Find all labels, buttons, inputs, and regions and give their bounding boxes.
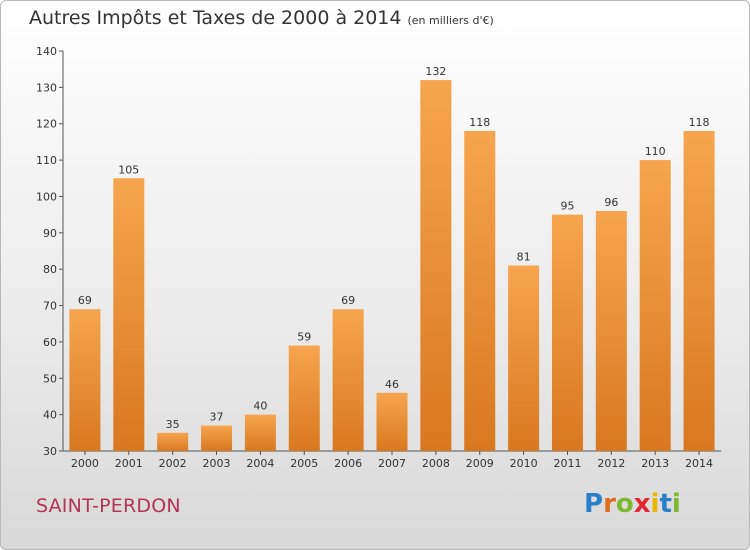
bar bbox=[639, 160, 671, 451]
data-label: 59 bbox=[297, 331, 311, 344]
logo-letter: o bbox=[615, 489, 634, 519]
y-tick-label: 90 bbox=[43, 227, 57, 240]
y-tick-label: 80 bbox=[43, 263, 57, 276]
data-label: 96 bbox=[604, 196, 618, 209]
bar bbox=[332, 309, 364, 451]
bar bbox=[595, 211, 627, 451]
data-label: 69 bbox=[341, 294, 355, 307]
x-tick-label: 2014 bbox=[685, 457, 713, 470]
bar bbox=[376, 392, 408, 451]
logo-letter: x bbox=[633, 489, 651, 519]
logo-letter: i bbox=[650, 489, 660, 519]
x-tick-label: 2012 bbox=[597, 457, 625, 470]
bar bbox=[683, 131, 715, 451]
x-tick-label: 2013 bbox=[641, 457, 669, 470]
x-tick-label: 2001 bbox=[115, 457, 143, 470]
bar bbox=[508, 265, 540, 451]
bar bbox=[113, 178, 145, 452]
data-label: 118 bbox=[689, 116, 710, 129]
y-tick-label: 100 bbox=[36, 190, 57, 203]
y-tick-label: 130 bbox=[36, 81, 57, 94]
bar bbox=[69, 309, 101, 451]
data-label: 35 bbox=[166, 418, 180, 431]
y-tick-label: 120 bbox=[36, 118, 57, 131]
data-label: 46 bbox=[385, 378, 399, 391]
x-tick-label: 2005 bbox=[290, 457, 318, 470]
x-tick-label: 2004 bbox=[246, 457, 274, 470]
x-tick-label: 2003 bbox=[203, 457, 231, 470]
y-tick-label: 60 bbox=[43, 336, 57, 349]
x-tick-label: 2010 bbox=[510, 457, 538, 470]
x-tick-label: 2000 bbox=[71, 457, 99, 470]
data-label: 95 bbox=[560, 200, 574, 213]
data-label: 69 bbox=[78, 294, 92, 307]
x-tick-label: 2011 bbox=[553, 457, 581, 470]
data-label: 132 bbox=[425, 65, 446, 78]
data-label: 118 bbox=[469, 116, 490, 129]
commune-name: SAINT-PERDON bbox=[36, 495, 181, 517]
x-tick-label: 2008 bbox=[422, 457, 450, 470]
y-tick-label: 140 bbox=[36, 45, 57, 58]
chart-title: Autres Impôts et Taxes de 2000 à 2014 (en… bbox=[29, 7, 494, 29]
bar bbox=[551, 214, 583, 451]
x-tick-label: 2002 bbox=[159, 457, 187, 470]
data-label: 105 bbox=[118, 163, 139, 176]
x-tick-label: 2006 bbox=[334, 457, 362, 470]
y-tick-label: 40 bbox=[43, 409, 57, 422]
data-label: 40 bbox=[253, 400, 267, 413]
bar bbox=[288, 345, 320, 451]
logo-letter: r bbox=[603, 489, 616, 519]
logo-letter: i bbox=[671, 489, 681, 519]
data-label: 81 bbox=[517, 251, 531, 264]
chart-unit: (en milliers d'€) bbox=[407, 14, 494, 27]
x-tick-label: 2007 bbox=[378, 457, 406, 470]
proxiti-logo: Proxiti bbox=[584, 489, 681, 519]
chart-title-text: Autres Impôts et Taxes de 2000 à 2014 bbox=[29, 7, 402, 29]
y-tick-label: 50 bbox=[43, 372, 57, 385]
logo-letter: P bbox=[584, 489, 604, 519]
data-label: 37 bbox=[210, 411, 224, 424]
bar bbox=[420, 80, 452, 451]
data-label: 110 bbox=[645, 145, 666, 158]
logo-letter: t bbox=[659, 489, 672, 519]
bar bbox=[201, 425, 233, 451]
y-tick-label: 70 bbox=[43, 300, 57, 313]
bar bbox=[244, 414, 276, 451]
bar bbox=[157, 432, 189, 451]
y-tick-label: 110 bbox=[36, 154, 57, 167]
y-tick-label: 30 bbox=[43, 445, 57, 458]
x-tick-label: 2009 bbox=[466, 457, 494, 470]
bar bbox=[464, 131, 496, 451]
